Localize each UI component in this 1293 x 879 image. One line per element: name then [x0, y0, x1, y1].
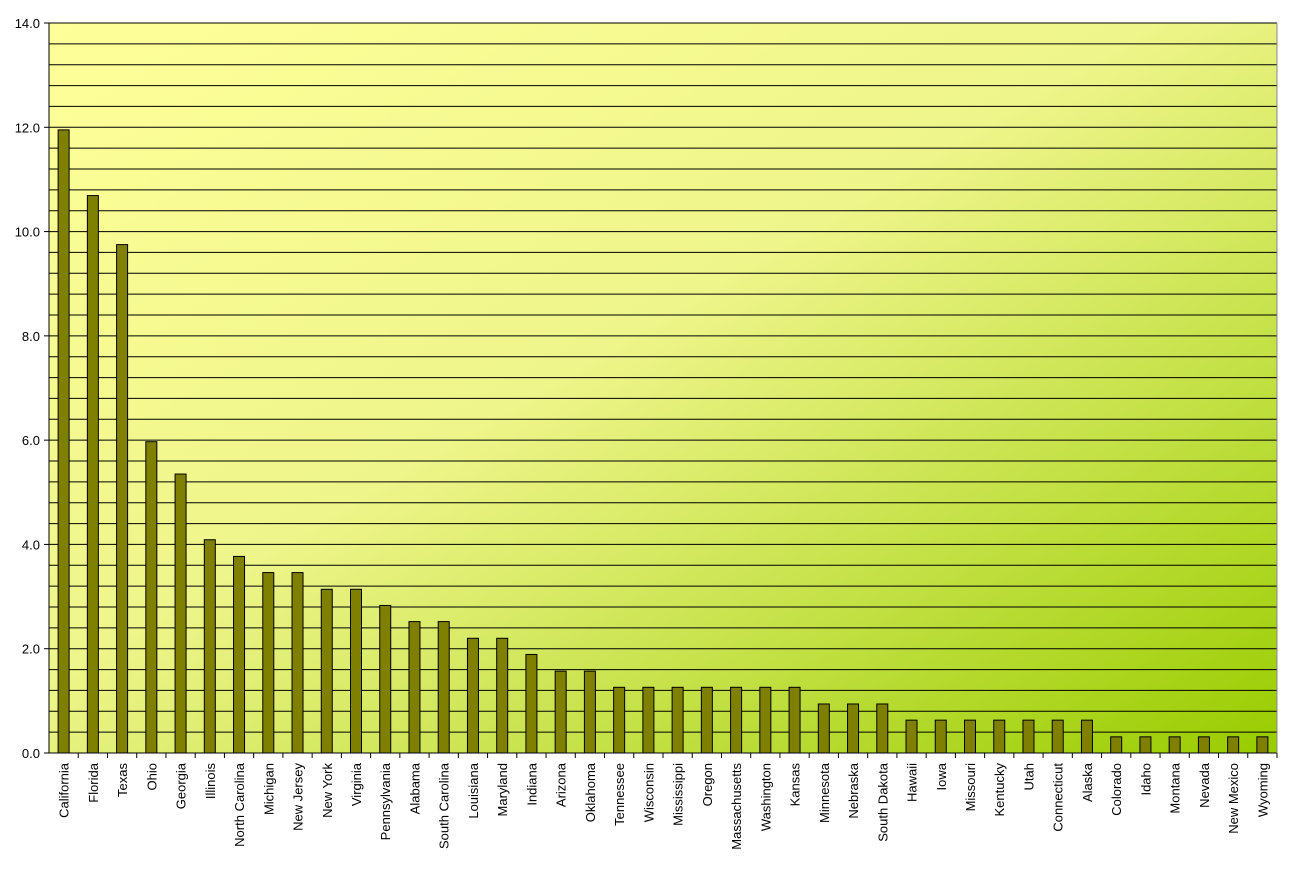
x-tick-label: North Carolina: [232, 762, 247, 847]
x-tick-label: Illinois: [203, 763, 218, 800]
x-tick-label: Idaho: [1138, 763, 1153, 796]
x-tick-label: Louisiana: [466, 762, 481, 818]
x-tick-label: New York: [320, 763, 335, 818]
bar: [57, 129, 70, 754]
bar: [964, 719, 976, 754]
x-tick-label: Pennsylvania: [378, 762, 393, 840]
bar: [905, 719, 918, 754]
y-tick-label: 12.0: [15, 120, 40, 135]
bar: [1139, 736, 1152, 754]
bar: [1080, 719, 1093, 754]
y-tick-label: 0.0: [22, 746, 40, 761]
x-tick-label: Montana: [1168, 762, 1183, 813]
x-tick-label: Iowa: [934, 762, 949, 790]
bar: [700, 686, 713, 754]
x-tick-label: Michigan: [261, 763, 276, 815]
x-tick-label: South Carolina: [437, 762, 452, 849]
bar: [320, 588, 333, 754]
x-tick-label: New Jersey: [291, 763, 306, 831]
x-tick-label: Florida: [86, 762, 101, 803]
bar: [525, 653, 538, 754]
y-tick-label: 6.0: [22, 433, 40, 448]
x-tick-label: Texas: [115, 763, 130, 797]
bar: [1227, 736, 1240, 754]
x-tick-label: Minnesota: [817, 762, 832, 823]
x-tick-label: Tennessee: [612, 763, 627, 826]
x-tick-label: Wisconsin: [641, 763, 656, 822]
x-tick-label: Alaska: [1080, 762, 1095, 802]
x-tick-label: Georgia: [174, 762, 189, 809]
bar: [847, 703, 860, 754]
x-tick-label: Virginia: [349, 762, 364, 806]
bar: [379, 604, 392, 754]
bar: [934, 719, 947, 754]
bar: [496, 637, 509, 754]
bar: [1168, 736, 1181, 754]
bar: [262, 572, 275, 754]
x-tick-label: Kentucky: [992, 763, 1007, 817]
bar: [759, 686, 772, 754]
x-tick-label: South Dakota: [875, 762, 890, 842]
bar: [993, 719, 1006, 754]
x-tick-label: Nebraska: [846, 762, 861, 818]
y-tick-label: 4.0: [22, 537, 40, 552]
bar: [817, 703, 830, 754]
bar: [1197, 736, 1210, 754]
bar: [613, 686, 626, 754]
x-tick-label: Alabama: [407, 762, 422, 814]
x-tick-label: Mississippi: [671, 763, 686, 826]
bar: [788, 686, 801, 754]
bar: [233, 555, 246, 754]
bar: [876, 703, 889, 754]
x-tick-label: Oregon: [700, 763, 715, 806]
bar: [86, 195, 99, 754]
x-tick-label: Indiana: [524, 762, 539, 805]
plot-area: [49, 23, 1277, 753]
x-tick-label: Utah: [1021, 763, 1036, 790]
x-tick-label: Connecticut: [1051, 763, 1066, 832]
x-tick-label: Ohio: [144, 763, 159, 790]
x-tick-label: Hawaii: [905, 763, 920, 802]
bar: [350, 588, 362, 754]
bar: [1051, 719, 1064, 754]
x-tick-label: Washington: [758, 763, 773, 831]
x-tick-label: Maryland: [495, 763, 510, 816]
bar: [291, 572, 304, 754]
y-tick-label: 10.0: [15, 225, 40, 240]
y-tick-label: 14.0: [15, 16, 40, 31]
bar: [203, 539, 216, 754]
x-tick-label: California: [57, 762, 72, 818]
x-tick-label: Missouri: [963, 763, 978, 812]
bar: [408, 621, 421, 754]
x-tick-label: Colorado: [1109, 763, 1124, 816]
x-tick-label: Wyoming: [1255, 763, 1270, 817]
bar: [466, 637, 479, 754]
bar: [583, 670, 596, 754]
bar: [1022, 719, 1035, 754]
x-tick-label: Kansas: [788, 763, 803, 807]
y-tick-label: 2.0: [22, 642, 40, 657]
bar: [642, 686, 655, 754]
x-tick-label: New Mexico: [1226, 763, 1241, 834]
bar: [174, 473, 187, 754]
bar: [437, 621, 450, 754]
x-tick-label: Oklahoma: [583, 762, 598, 822]
x-tick-label: Arizona: [554, 762, 569, 807]
bar: [1110, 736, 1123, 754]
x-tick-label: Nevada: [1197, 762, 1212, 808]
bar: [145, 441, 158, 754]
bar: [730, 686, 743, 754]
y-tick-label: 8.0: [22, 329, 40, 344]
bar: [671, 686, 684, 754]
bar: [1256, 736, 1269, 754]
bar: [554, 670, 567, 754]
bar: [116, 244, 129, 754]
x-tick-label: Massachusetts: [729, 763, 744, 850]
